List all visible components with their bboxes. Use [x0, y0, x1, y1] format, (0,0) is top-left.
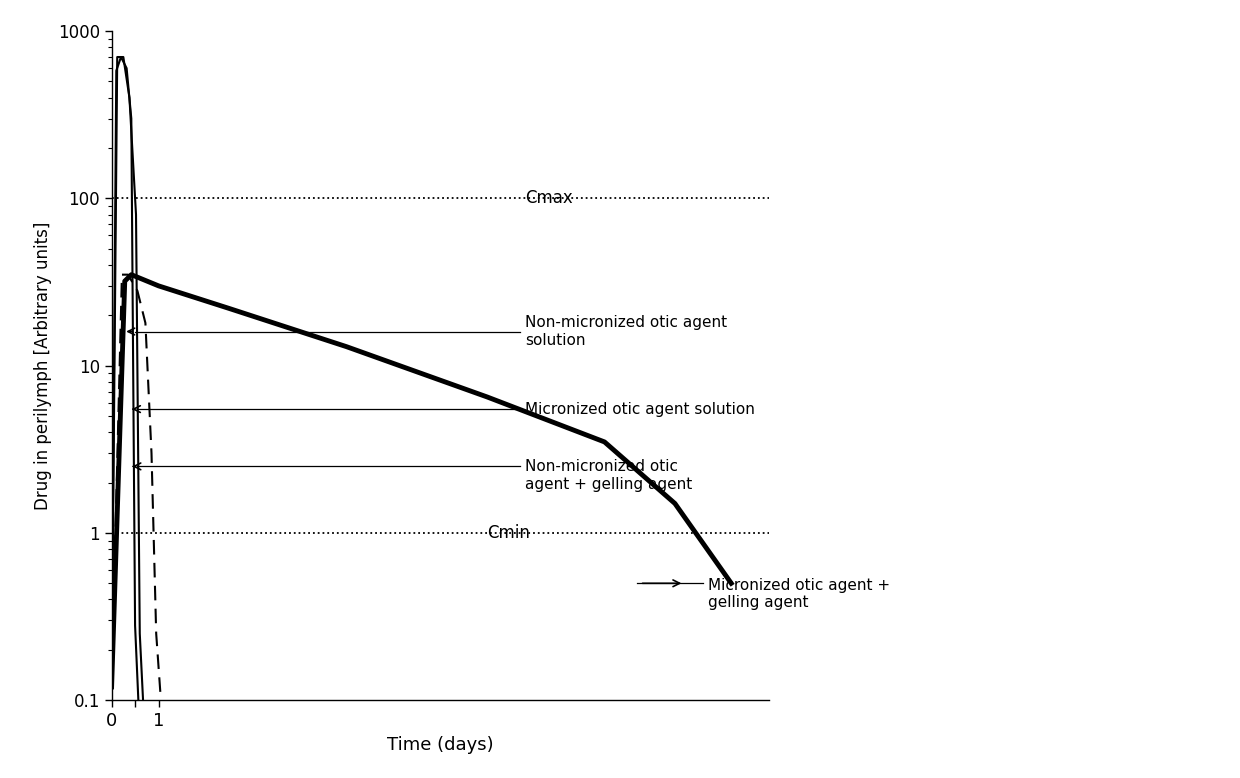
Text: Micronized otic agent solution: Micronized otic agent solution [525, 401, 755, 416]
Text: Non-micronized otic agent
solution: Non-micronized otic agent solution [525, 315, 727, 348]
X-axis label: Time (days): Time (days) [387, 735, 494, 754]
Y-axis label: Drug in perilymph [Arbitrary units]: Drug in perilymph [Arbitrary units] [35, 222, 52, 510]
Text: Non-micronized otic
agent + gelling agent: Non-micronized otic agent + gelling agen… [525, 460, 692, 492]
Text: Micronized otic agent +
gelling agent: Micronized otic agent + gelling agent [708, 578, 890, 611]
Text: Cmin: Cmin [487, 524, 529, 542]
Text: Cmax: Cmax [525, 189, 573, 208]
